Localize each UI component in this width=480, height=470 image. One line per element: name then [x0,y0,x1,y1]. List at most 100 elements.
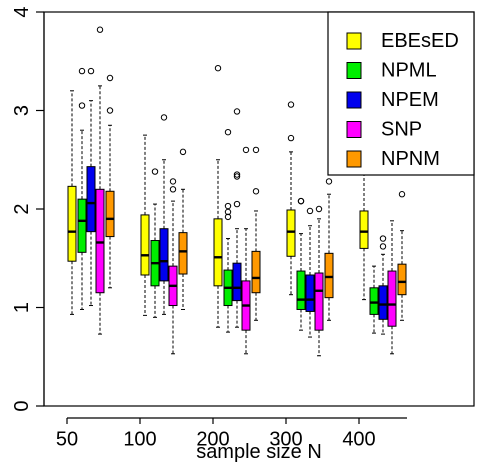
box-snp-50 [95,26,105,335]
outlier-point [325,178,333,185]
outlier-point [78,102,86,109]
box-body [305,274,315,312]
legend-swatch-npnm [346,150,362,168]
legend-swatch-npml [346,62,362,79]
box-body [140,214,150,276]
outlier-point [106,74,114,82]
y-tick-label: 3 [11,105,33,116]
box-npnm-400 [397,191,407,321]
legend-swatch-npem [346,91,362,109]
y-tick-label: 2 [11,203,33,214]
box-npml-300 [296,197,306,331]
legend-label: NPML [381,60,437,82]
x-tick-label: 400 [342,429,375,451]
outlier-point [297,197,305,205]
legend-label: SNP [381,119,422,141]
box-body [397,263,407,296]
box-snp-200 [241,146,251,355]
box-npml-100 [150,168,160,318]
x-tick-label: 200 [196,429,229,451]
box-body [369,287,379,315]
outlier-point [87,67,95,75]
box-npnm-200 [251,146,261,321]
legend-label: EBEsED [381,30,459,52]
y-tick-label: 0 [11,400,33,411]
legend-swatch-snp [346,121,362,138]
box-npem-200 [232,108,242,328]
box-ebesed-400 [359,174,369,301]
x-tick-label: 300 [269,429,302,451]
box-npml-400 [369,265,379,334]
box-snp-300 [314,205,324,357]
boxes-layer [67,26,407,357]
outlier-point [224,128,232,136]
box-body [296,270,306,310]
legend-label: NPNM [381,148,440,170]
box-body [86,166,96,233]
outlier-point [233,108,241,115]
outlier-point [233,171,241,178]
box-body [67,185,77,262]
outlier-point [151,168,159,175]
box-ebesed-100 [140,134,150,316]
outlier-point [78,67,86,75]
box-npem-400 [378,235,388,335]
outlier-point [224,202,232,210]
box-npnm-50 [105,74,115,289]
outlier-point [233,173,241,180]
box-npem-50 [86,67,96,307]
box-body [387,270,397,327]
box-body [159,228,169,282]
box-npem-300 [305,207,315,338]
box-body [359,210,369,249]
x-axis: 50 100 200 300 400 [56,417,407,451]
box-body [213,218,223,287]
box-body [178,232,188,275]
outlier-point [252,188,260,195]
outlier-point [106,107,114,114]
outlier-point [379,243,387,250]
outlier-point [252,146,260,154]
outlier-point [169,186,177,193]
x-tick-label: 50 [56,429,78,451]
box-ebesed-50 [67,90,77,315]
x-axis-label: sample size N [196,441,322,463]
legend-swatch-ebesed [346,32,362,50]
y-axis: 0 1 2 3 4 [11,6,45,412]
box-body [314,272,324,331]
outlier-point [379,235,387,242]
legend: EBEsED NPML NPEM SNP NPNM [327,11,475,176]
box-npnm-300 [324,178,334,321]
outlier-point [214,64,222,72]
box-body [95,188,105,294]
box-snp-100 [168,178,178,355]
box-body [77,198,87,253]
outlier-point [224,208,232,216]
outlier-point [398,191,406,198]
x-tick-label: 100 [123,429,156,451]
outlier-point [306,207,314,215]
box-body [232,262,242,302]
legend-label: NPEM [381,89,439,111]
outlier-point [242,146,250,154]
box-body [286,209,296,257]
y-tick-label: 4 [11,6,33,17]
box-body [105,190,115,238]
y-tick-label: 1 [11,302,33,313]
outlier-point [287,134,295,142]
box-body [251,250,261,294]
box-body [378,285,388,320]
outlier-point [96,26,104,33]
box-ebesed-300 [286,101,296,296]
outlier-point [169,178,177,185]
box-body [324,252,334,299]
box-npnm-100 [178,148,188,310]
box-npml-50 [77,67,87,310]
box-npem-100 [159,114,169,315]
outlier-point [179,148,187,156]
outlier-point [315,205,323,213]
box-ebesed-200 [213,64,223,328]
outlier-point [233,200,241,208]
outlier-point [160,114,168,121]
